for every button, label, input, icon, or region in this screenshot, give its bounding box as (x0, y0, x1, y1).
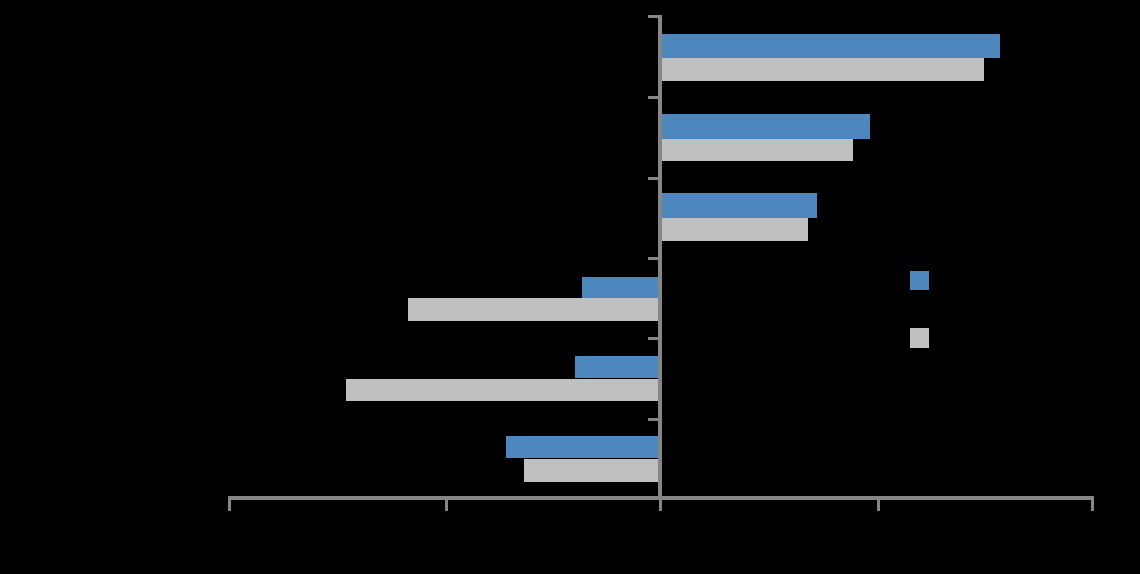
y-axis-tick-3 (648, 177, 658, 180)
bar-series2-row4 (408, 298, 661, 321)
bar-series1-row6 (506, 436, 661, 458)
bar-series1-row1 (661, 34, 1000, 58)
y-axis-tick-4 (648, 257, 658, 260)
x-axis-tick-4 (877, 500, 880, 511)
bar-series1-row3 (661, 193, 817, 218)
bar-series2-row6 (524, 459, 661, 482)
y-axis-tick-1 (648, 15, 658, 18)
x-axis-tick-2 (445, 500, 448, 511)
bar-series1-row4 (582, 277, 661, 298)
y-axis-tick-2 (648, 96, 658, 99)
bar-series2-row3 (661, 218, 808, 241)
bar-series2-row2 (661, 139, 853, 161)
bar-series1-row2 (661, 114, 870, 139)
y-axis-tick-5 (648, 337, 658, 340)
legend-swatch-series2 (910, 328, 929, 348)
bar-series2-row5 (346, 379, 661, 401)
x-axis-tick-3 (659, 500, 662, 511)
legend-swatch-series1 (910, 271, 929, 290)
bar-series2-row1 (661, 58, 984, 81)
x-axis-tick-1 (228, 500, 231, 511)
x-axis-tick-5 (1091, 500, 1094, 511)
y-axis-line (658, 15, 662, 500)
bar-series1-row5 (575, 356, 661, 378)
x-axis-line (228, 496, 1094, 500)
y-axis-tick-6 (648, 418, 658, 421)
